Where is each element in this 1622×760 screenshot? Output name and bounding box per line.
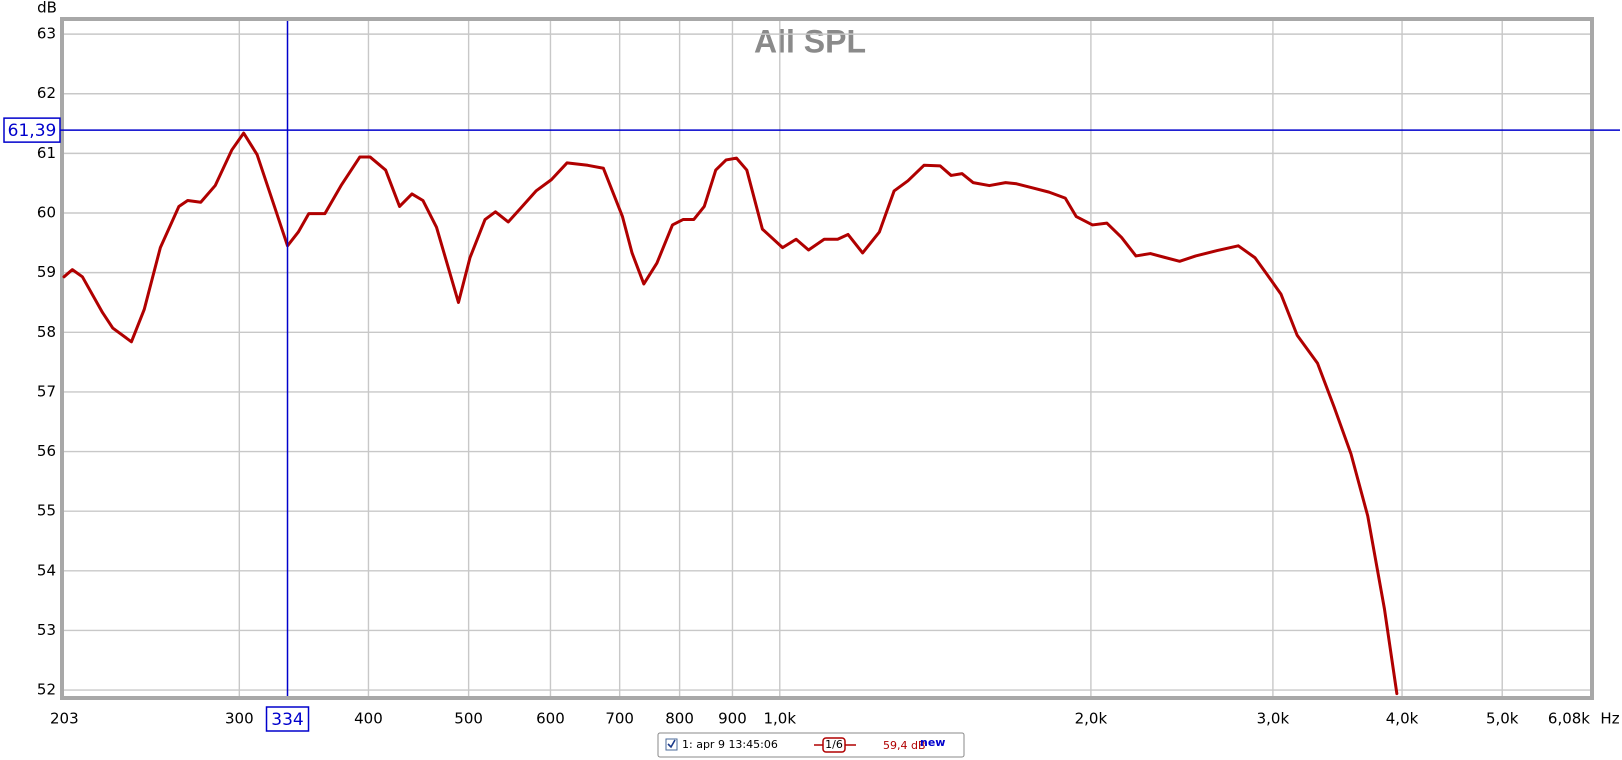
cursor-y-label: 61,39 [8, 121, 57, 141]
smoothing-box[interactable] [822, 737, 846, 753]
smoothing: 1/6 [825, 738, 843, 751]
cursor-x-label: 334 [271, 710, 303, 730]
legend: 1: apr 9 13:45:06 1/6 59,4 dB new [657, 732, 965, 758]
x-tick-label: 900 [718, 710, 747, 728]
x-tick-label: 6,08k [1548, 710, 1590, 728]
y-tick-label: 56 [37, 442, 56, 460]
x-tick-label: 2,0k [1075, 710, 1108, 728]
x-tick-label: 800 [665, 710, 694, 728]
series-line [62, 131, 1399, 696]
legend-level: 59,4 dB [883, 739, 926, 752]
y-tick-label: 60 [37, 204, 56, 222]
y-tick-label: 54 [37, 561, 56, 579]
chart-title: All SPL [754, 23, 866, 59]
legend-checkbox[interactable] [665, 738, 678, 751]
checkbox-tick [667, 739, 676, 749]
legend-badge: new [920, 736, 945, 749]
x-unit: Hz [1600, 710, 1619, 728]
x-tick-label: 203 [50, 710, 79, 728]
x-tick-label: 500 [454, 710, 483, 728]
x-tick-label: 400 [354, 710, 383, 728]
x-tick-label: 600 [536, 710, 565, 728]
cursor-x-box [265, 706, 310, 732]
y-tick-label: 62 [37, 84, 56, 102]
legend-box [657, 732, 965, 758]
x-tick-label: 3,0k [1257, 710, 1290, 728]
y-tick-label: 57 [37, 382, 56, 400]
x-tick-label: 5,0k [1486, 710, 1519, 728]
y-tick-label: 55 [37, 502, 56, 520]
y-tick-label: 58 [37, 323, 56, 341]
cursor-y-box [3, 117, 61, 143]
legend-label: 1: apr 9 13:45:06 [682, 738, 778, 751]
x-tick-label: 700 [605, 710, 634, 728]
plot-frame [60, 17, 1594, 700]
x-tick-label: 4,0k [1386, 710, 1419, 728]
y-tick-label: 61 [37, 144, 56, 162]
y-unit: dB [37, 0, 57, 17]
y-tick-label: 52 [37, 681, 56, 699]
y-tick-label: 59 [37, 263, 56, 281]
y-tick-label: 63 [37, 25, 56, 43]
y-tick-label: 53 [37, 621, 56, 639]
x-tick-label: 1,0k [763, 710, 796, 728]
x-tick-label: 300 [225, 710, 254, 728]
